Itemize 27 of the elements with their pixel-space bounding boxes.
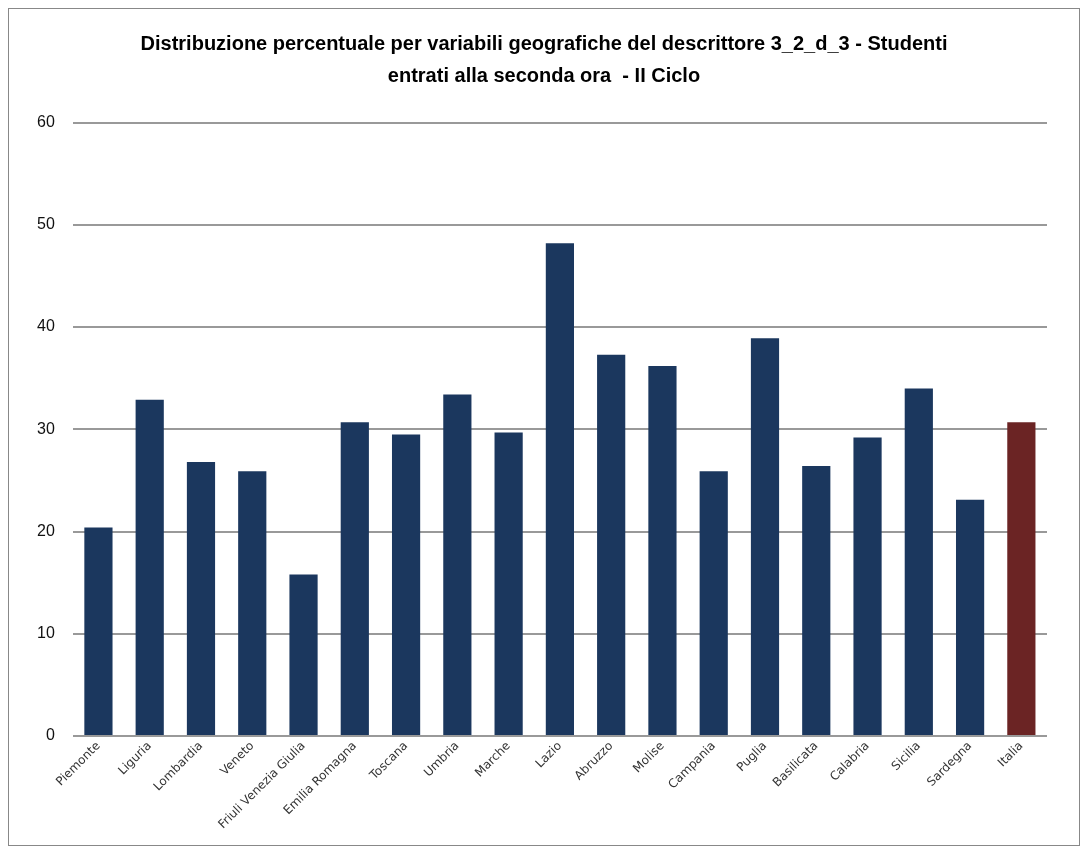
bar (597, 354, 626, 736)
bar (1007, 422, 1036, 736)
chart-title: Distribuzione percentuale per variabili geografiche del descrittore 3_2_d_3 - Studenti entrati alla seconda ora - II Ciclo (139, 31, 949, 88)
bar (904, 388, 933, 736)
bar (186, 462, 216, 736)
bar (135, 399, 164, 736)
bar (391, 434, 421, 736)
bar (238, 471, 267, 736)
y-tick-label: 30 (37, 419, 55, 437)
bar (648, 365, 677, 736)
y-tick-label: 20 (37, 521, 55, 539)
bar (545, 243, 574, 736)
bar (699, 471, 728, 736)
y-tick-label: 50 (37, 215, 55, 233)
bar (955, 499, 985, 736)
bar (443, 394, 472, 736)
bar (750, 338, 780, 736)
bar (802, 466, 831, 736)
y-tick-label: 40 (37, 317, 55, 335)
y-tick-label: 0 (45, 726, 55, 744)
bar (340, 422, 369, 736)
bar (289, 574, 318, 736)
bar (84, 527, 113, 736)
y-tick-label: 60 (37, 113, 55, 131)
bar (853, 437, 882, 736)
y-tick-label: 10 (37, 624, 55, 642)
bar (494, 432, 523, 736)
